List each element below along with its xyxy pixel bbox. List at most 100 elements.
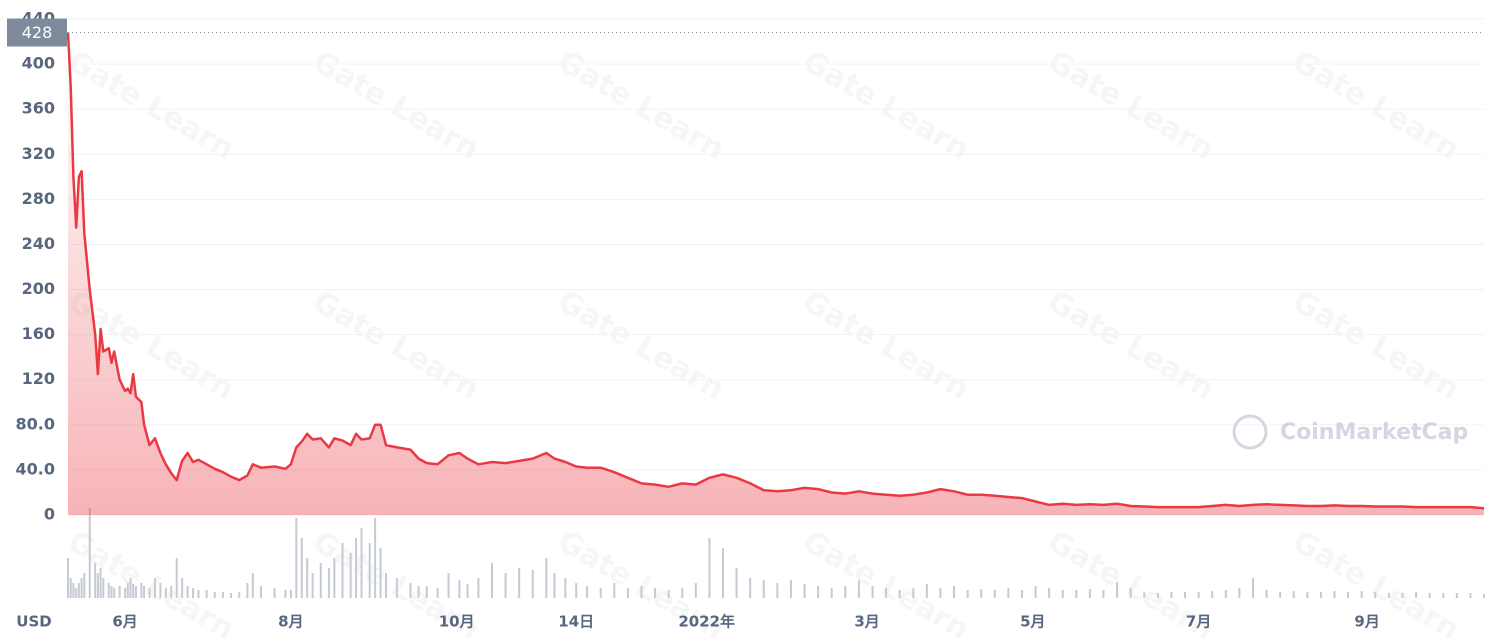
volume-bar	[1197, 592, 1200, 598]
volume-bar	[1292, 591, 1295, 598]
volume-bar	[1415, 592, 1418, 598]
volume-bar	[654, 588, 657, 598]
volume-bar	[134, 586, 137, 598]
volume-bar	[1224, 590, 1227, 598]
volume-bar	[1360, 591, 1363, 598]
y-tick-label: 200	[22, 279, 55, 298]
volume-bar	[1401, 593, 1404, 598]
volume-bar	[175, 558, 178, 598]
volume-bar	[1020, 590, 1023, 598]
volume-bar	[504, 573, 507, 598]
y-tick-label: 120	[22, 369, 55, 388]
volume-bar	[164, 588, 167, 598]
volume-bar	[300, 538, 303, 598]
volume-bar	[129, 578, 132, 598]
watermark: Gate Learn	[1287, 284, 1465, 407]
volume-bar	[871, 586, 874, 598]
watermark: Gate Learn	[797, 284, 975, 407]
volume-bar	[197, 590, 200, 598]
volume-bar	[213, 592, 216, 598]
volume-bar	[626, 588, 629, 598]
y-tick-label: 360	[22, 99, 55, 118]
volume-bar	[1129, 588, 1132, 598]
volume-bar	[83, 573, 86, 598]
volume-bar	[789, 580, 792, 598]
volume-bar	[67, 558, 69, 598]
volume-bar	[1251, 578, 1254, 598]
y-tick-label: 240	[22, 234, 55, 253]
volume-bar	[953, 586, 956, 598]
volume-bar	[885, 588, 888, 598]
volume-bar	[1007, 588, 1010, 598]
price-marker-label: 428	[22, 23, 53, 42]
volume-bar	[980, 589, 983, 598]
volume-bar	[379, 548, 382, 598]
x-tick-label: 6月	[112, 613, 137, 631]
volume-bar	[694, 583, 697, 598]
volume-bar	[88, 508, 91, 598]
volume-bar	[817, 586, 820, 598]
volume-bar	[153, 578, 156, 598]
volume-bar	[749, 578, 752, 598]
volume-bar	[531, 570, 534, 598]
volume-bar	[1374, 592, 1377, 598]
volume-bar	[613, 583, 616, 598]
volume-bar	[458, 580, 461, 598]
volume-bar	[295, 518, 298, 598]
volume-bar	[140, 583, 143, 598]
volume-bar	[939, 588, 942, 598]
volume-bar	[96, 573, 99, 598]
volume-bar	[289, 590, 292, 598]
volume-bar	[192, 588, 195, 598]
volume-bar	[425, 586, 428, 598]
y-tick-label: 40.0	[16, 459, 55, 478]
volume-bar	[708, 538, 711, 598]
volume-bar	[1442, 593, 1445, 598]
volume-bar	[466, 584, 469, 598]
watermark: Gate Learn	[552, 284, 730, 407]
watermark: Gate Learn	[307, 44, 485, 167]
volume-bar	[72, 583, 75, 598]
volume-bar	[75, 588, 78, 598]
x-tick-label: 2022年	[678, 613, 735, 631]
volume-bar	[221, 592, 224, 598]
volume-bar	[575, 583, 578, 598]
volume-bar	[477, 578, 480, 598]
volume-bar	[238, 592, 241, 598]
volume-bar	[246, 583, 249, 598]
volume-bar	[1319, 592, 1322, 598]
volume-bar	[1184, 592, 1187, 598]
volume-bar	[1483, 594, 1485, 598]
volume-bar	[341, 543, 344, 598]
volume-bar	[803, 584, 806, 598]
volume-bar	[102, 578, 105, 598]
volume-bar	[311, 573, 314, 598]
volume-bar	[1075, 590, 1078, 598]
currency-label: USD	[16, 613, 51, 631]
volume-bar	[1347, 592, 1350, 598]
price-marker-box	[7, 18, 67, 47]
y-tick-label: 400	[22, 54, 55, 73]
volume-bar	[1156, 593, 1159, 598]
y-tick-label: 0	[44, 505, 55, 524]
volume-bar	[143, 586, 146, 598]
x-tick-label: 14日	[558, 613, 594, 631]
volume-bar	[1469, 593, 1472, 598]
volume-bar	[1048, 588, 1051, 598]
watermark: CoinMarketCap	[1280, 420, 1468, 445]
volume-bar	[898, 590, 901, 598]
volume-bar	[107, 583, 110, 598]
volume-bar	[349, 553, 352, 598]
volume-bar	[844, 586, 847, 598]
watermark: Gate Learn	[797, 44, 975, 167]
x-tick-label: 7月	[1186, 613, 1211, 631]
y-tick-label: 80.0	[16, 414, 55, 433]
volume-bar	[518, 568, 521, 598]
volume-bar	[355, 538, 358, 598]
volume-bar	[159, 583, 162, 598]
volume-bar	[417, 586, 420, 598]
volume-bar	[333, 558, 336, 598]
volume-bar	[966, 590, 969, 598]
volume-bar	[181, 578, 184, 598]
watermark: Gate Learn	[62, 44, 240, 167]
